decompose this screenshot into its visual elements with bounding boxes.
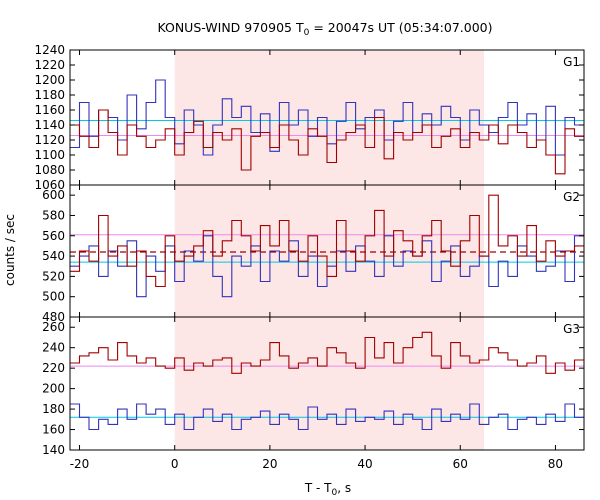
panel-label: G3 [563, 322, 580, 336]
y-tick-label: 1100 [34, 148, 65, 162]
y-tick-label: 1120 [34, 133, 65, 147]
panel-label: G1 [563, 55, 580, 69]
y-tick-label: 180 [42, 402, 65, 416]
y-axis-label: counts / sec [3, 214, 17, 286]
shaded-interval [174, 185, 485, 317]
y-tick-label: 1240 [34, 43, 65, 57]
y-tick-label: 1200 [34, 73, 65, 87]
x-tick-label: 60 [453, 457, 468, 471]
panel-label: G2 [563, 190, 580, 204]
y-tick-label: 560 [42, 229, 65, 243]
y-tick-label: 200 [42, 382, 65, 396]
y-tick-label: 540 [42, 249, 65, 263]
y-tick-label: 260 [42, 320, 65, 334]
x-tick-label: 20 [262, 457, 277, 471]
panel-g3: 140 160 180 200 220 240 260 G3 [42, 316, 585, 457]
y-tick-label: 1140 [34, 118, 65, 132]
shaded-interval [174, 317, 485, 450]
x-tick-label: 80 [548, 457, 563, 471]
y-tick-label: 1160 [34, 103, 65, 117]
x-tick-label: 40 [357, 457, 372, 471]
y-tick-label: 220 [42, 361, 65, 375]
y-tick-label: 580 [42, 208, 65, 222]
series-red [70, 331, 584, 374]
x-tick-label: -20 [70, 457, 90, 471]
y-tick-label: 1220 [34, 58, 65, 72]
y-tick-label: 1180 [34, 88, 65, 102]
x-tick-label: 0 [171, 457, 179, 471]
shaded-interval [174, 50, 485, 185]
x-axis-label: T - T0, s [304, 481, 351, 498]
y-tick-label: 1080 [34, 163, 65, 177]
y-tick-label: 600 [42, 188, 65, 202]
chart-title: KONUS-WIND 970905 T0 = 20047s UT (05:34:… [157, 20, 492, 38]
series-blue [70, 403, 584, 431]
y-tick-label: 500 [42, 290, 65, 304]
series-red [70, 109, 584, 175]
panels-group: 1060108011001120114011601180120012201240… [34, 43, 585, 471]
y-tick-label: 480 [42, 310, 65, 324]
panel-g2: 480 500 520 540 560 580 600 G2 [42, 184, 585, 324]
y-tick-label: 520 [42, 269, 65, 283]
y-tick-label: 240 [42, 341, 65, 355]
panel-g1: 1060108011001120114011601180120012201240… [34, 43, 585, 192]
panel-frame [69, 316, 585, 451]
series-red [70, 194, 584, 288]
y-tick-label: 140 [42, 443, 65, 457]
y-tick-label: 160 [42, 423, 65, 437]
y-tick-label: 1060 [34, 178, 65, 192]
